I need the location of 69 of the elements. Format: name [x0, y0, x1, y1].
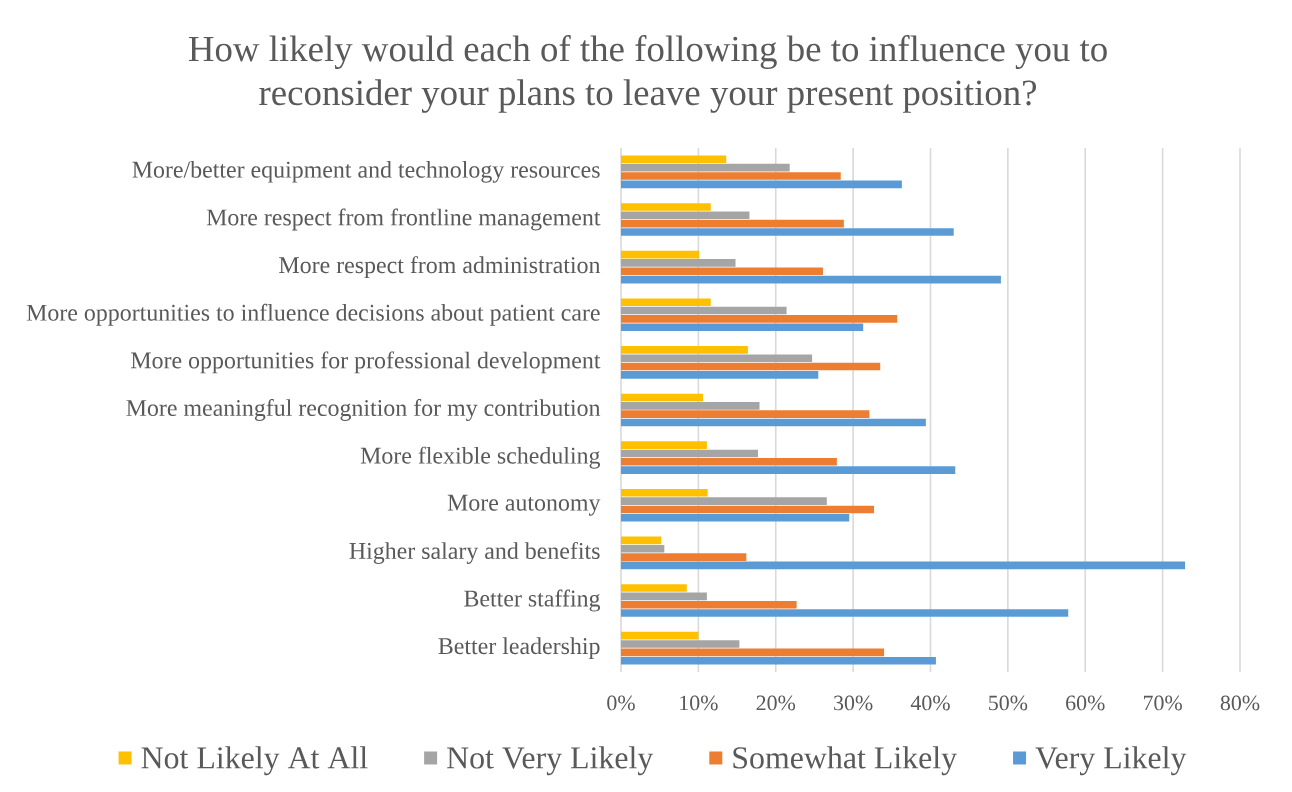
bar — [621, 219, 844, 228]
legend-label: Very Likely — [1035, 746, 1187, 776]
bar — [621, 648, 885, 657]
legend-label: Not Likely At All — [141, 746, 368, 776]
x-tick-label: 70% — [1143, 695, 1182, 711]
bar — [621, 592, 707, 601]
bar — [621, 211, 750, 220]
bar — [621, 155, 727, 164]
bar — [621, 228, 954, 236]
x-tick-label: 30% — [834, 695, 873, 711]
bar — [621, 457, 837, 466]
legend-label: Somewhat Likely — [733, 746, 957, 776]
x-tick-label: 50% — [989, 695, 1028, 711]
bar — [621, 544, 665, 553]
bar — [621, 631, 699, 640]
bar — [621, 600, 797, 609]
bar — [621, 315, 898, 323]
y-tick-label: Higher salary and benefits — [349, 541, 600, 564]
bar — [621, 354, 813, 362]
bar — [621, 640, 740, 648]
bar — [621, 306, 787, 315]
bar — [621, 203, 711, 211]
y-tick-label: More respect from frontline management — [206, 208, 601, 231]
bar — [621, 298, 711, 307]
bar — [621, 418, 926, 427]
bar — [621, 172, 841, 180]
bar — [621, 371, 819, 379]
bar — [621, 536, 662, 545]
bar — [621, 609, 1069, 617]
bar — [621, 410, 870, 418]
chart-title: How likely would each of the following be to influence you to reconsider your plans to leave your present position? — [188, 35, 1107, 113]
y-tick-label: More opportunities to influence decisions about patient care — [26, 303, 600, 326]
y-tick-label: More respect from administration — [279, 256, 601, 279]
bar — [621, 513, 850, 522]
bar — [621, 259, 736, 267]
bar — [621, 441, 707, 449]
bar — [621, 163, 790, 172]
bar — [621, 497, 827, 505]
legend-label: Not Very Likely — [447, 746, 654, 776]
y-tick-label: Better staffing — [464, 589, 601, 612]
x-tick-label: 40% — [910, 695, 950, 711]
bar — [621, 267, 823, 276]
x-tick-label: 0% — [607, 695, 635, 711]
x-tick-label: 60% — [1066, 695, 1105, 711]
bar — [621, 346, 748, 354]
y-tick-label: More flexible scheduling — [360, 446, 601, 469]
bar — [621, 449, 758, 458]
bar — [621, 402, 760, 410]
bar — [621, 656, 936, 665]
bar — [621, 488, 708, 497]
y-tick-label: More opportunities for professional development — [131, 351, 601, 374]
bar — [621, 250, 700, 259]
bar — [621, 275, 1001, 284]
bar — [621, 553, 747, 561]
bar — [621, 505, 875, 514]
bar — [621, 362, 881, 371]
y-tick-label: More meaningful recognition for my contribution — [126, 399, 601, 421]
x-tick-label: 20% — [756, 695, 796, 711]
bar — [621, 323, 864, 332]
bar — [621, 466, 956, 474]
bar — [621, 393, 704, 402]
x-tick-label: 80% — [1220, 695, 1260, 711]
y-tick-label: More/better equipment and technology resources — [132, 160, 600, 183]
y-tick-label: Better leadership — [438, 637, 600, 660]
bar — [621, 584, 687, 592]
y-tick-label: More autonomy — [447, 494, 601, 516]
bar — [621, 561, 1186, 570]
x-tick-label: 10% — [680, 695, 718, 711]
bar — [621, 180, 902, 189]
